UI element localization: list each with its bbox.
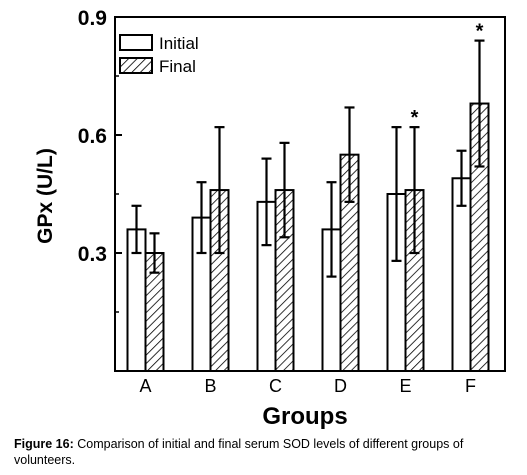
figure-caption: Figure 16: Comparison of initial and fin… xyxy=(14,436,520,468)
x-tick-label: C xyxy=(269,376,282,396)
caption-label: Figure 16: xyxy=(14,437,74,451)
legend-swatch-initial xyxy=(119,34,153,51)
legend-label-final: Final xyxy=(159,57,196,76)
x-tick-label: B xyxy=(204,376,216,396)
legend-label-initial: Initial xyxy=(159,34,199,53)
caption-text: Comparison of initial and final serum SO… xyxy=(14,437,464,467)
x-axis-label: Groups xyxy=(262,403,347,430)
x-tick-label: D xyxy=(334,376,347,396)
y-axis-label: GPx (U/L) xyxy=(34,148,57,244)
significance-marker: * xyxy=(476,21,484,43)
y-tick-label: 0.3 xyxy=(78,243,107,266)
bar-chart: * * 0.3 0.6 0.9 A B C D E F Initial Final GPx (U/L… xyxy=(34,7,506,430)
axes-layer: 0.3 0.6 0.9 A B C D E F xyxy=(78,7,506,396)
x-tick-label: E xyxy=(399,376,411,396)
x-tick-label: A xyxy=(139,376,151,396)
y-tick-label: 0.9 xyxy=(78,7,107,30)
legend-swatch-final xyxy=(119,57,153,74)
significance-marker: * xyxy=(411,107,419,129)
legend: Initial Final xyxy=(119,34,199,76)
x-tick-label: F xyxy=(465,376,476,396)
y-tick-label: 0.6 xyxy=(78,125,107,148)
bar-initial-F xyxy=(451,177,472,372)
